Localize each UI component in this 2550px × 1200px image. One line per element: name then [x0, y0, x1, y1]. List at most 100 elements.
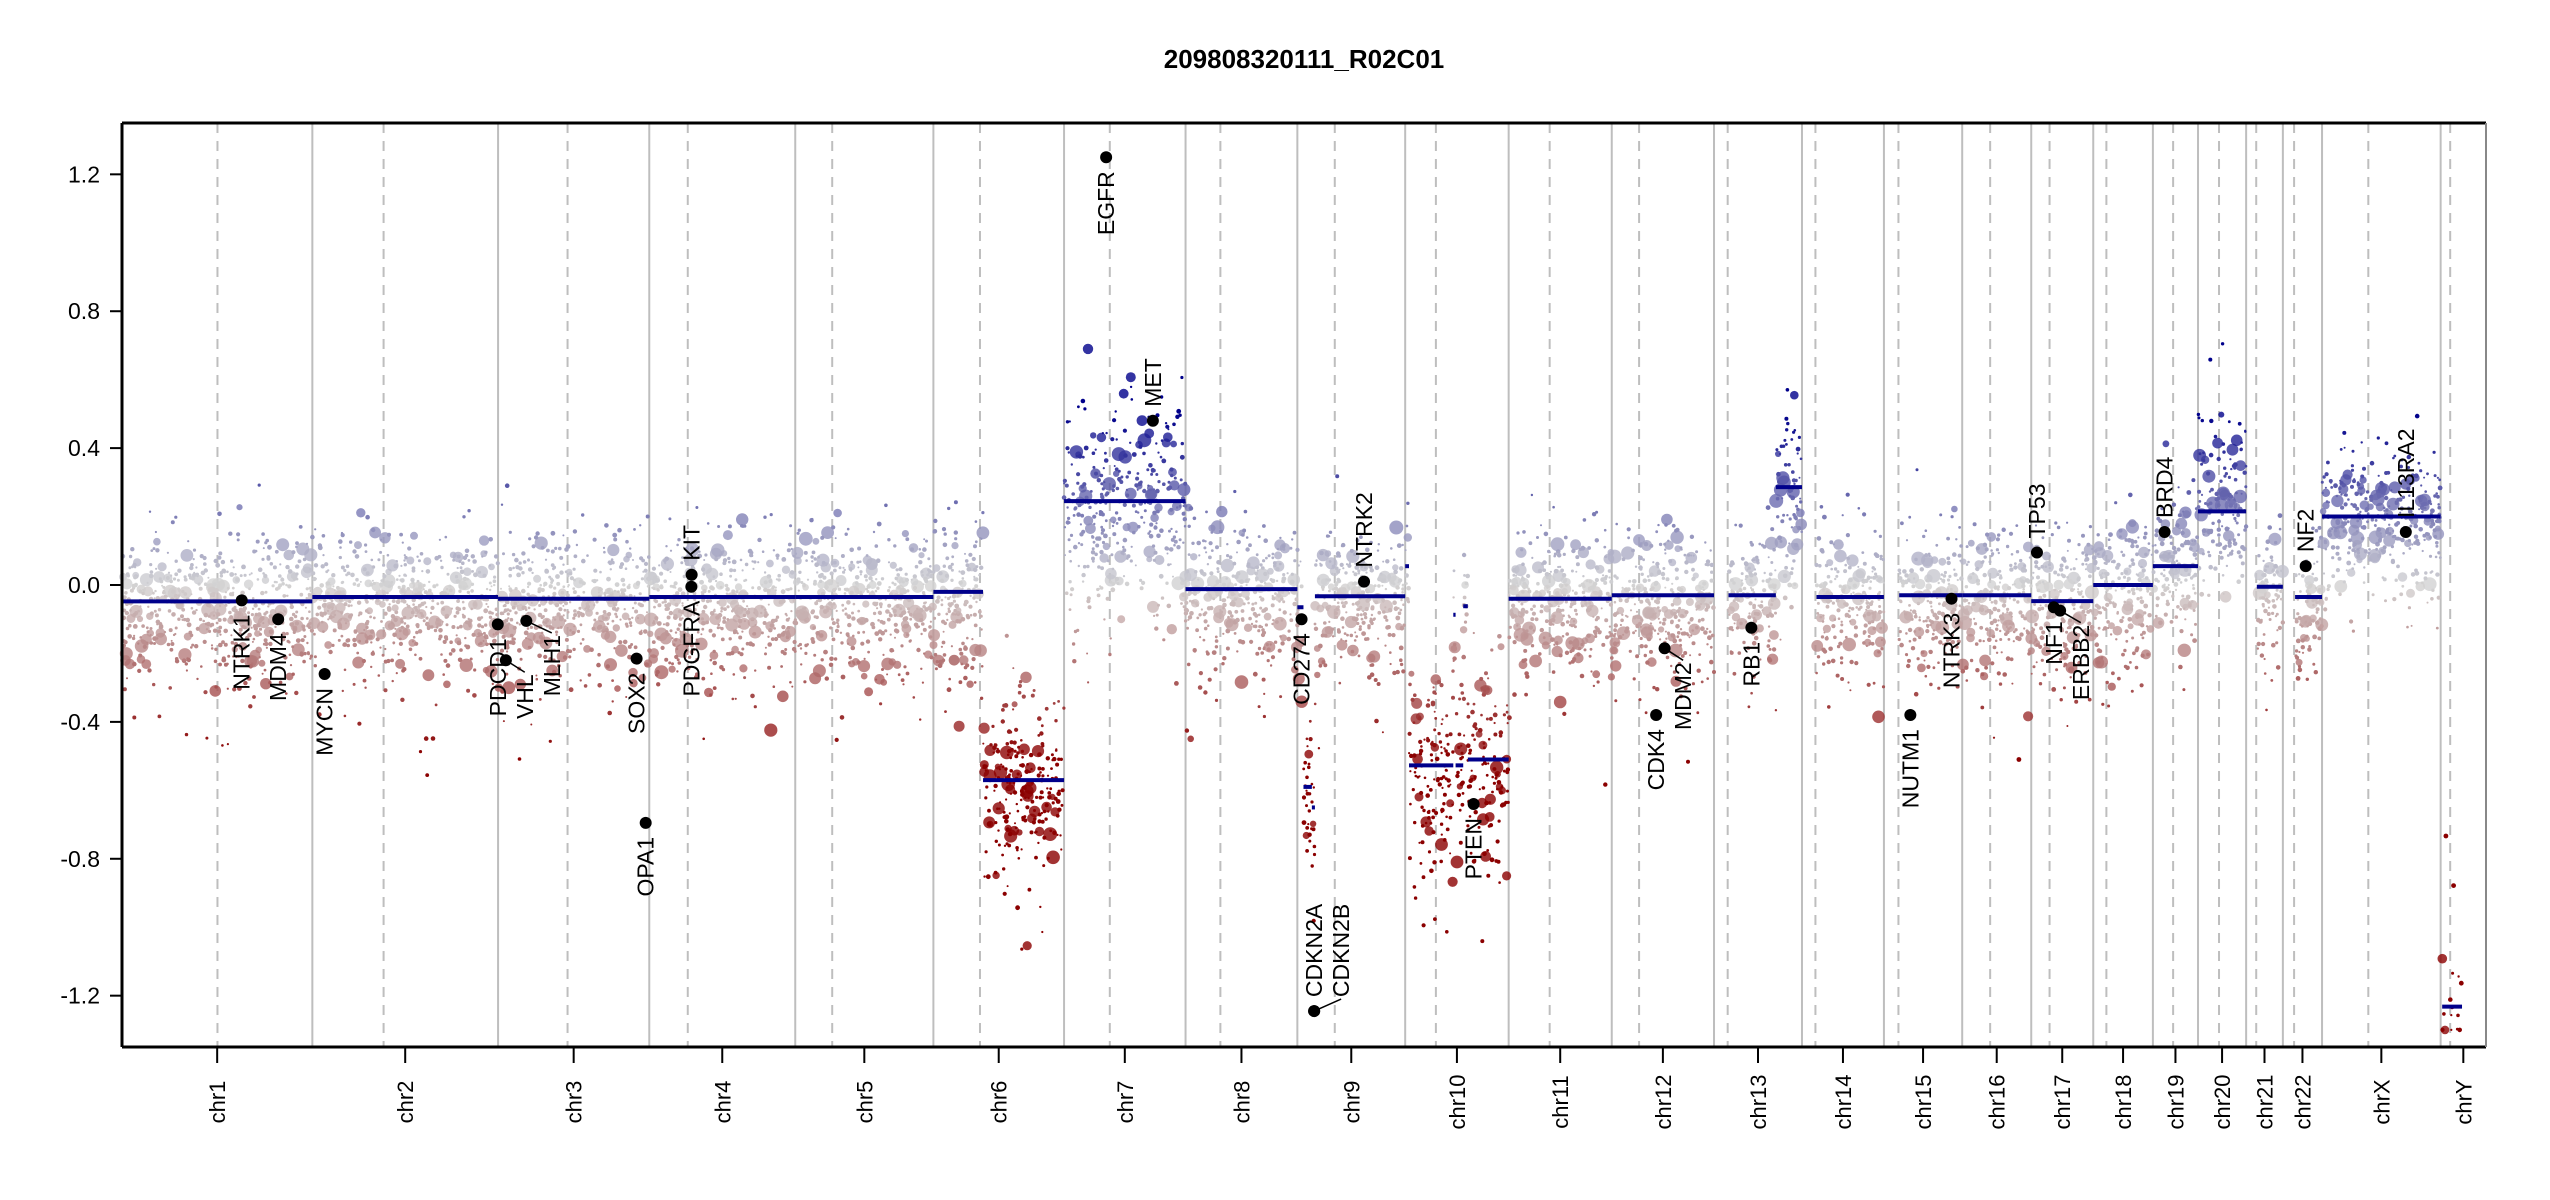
probe-point	[1292, 601, 1297, 607]
probe-point	[1646, 575, 1650, 578]
probe-point	[789, 587, 793, 591]
probe-point	[841, 609, 845, 612]
probe-point	[1222, 656, 1227, 661]
probe-point	[528, 537, 532, 541]
probe-point	[1684, 560, 1689, 565]
probe-point	[1738, 523, 1743, 528]
probe-point	[302, 563, 313, 574]
probe-point	[1432, 860, 1437, 865]
probe-point	[309, 657, 312, 660]
probe-point	[1130, 398, 1134, 401]
probe-point	[1162, 638, 1166, 642]
probe-point	[508, 573, 512, 578]
probe-point	[1046, 850, 1060, 865]
probe-point	[1614, 632, 1617, 636]
probe-point	[713, 608, 716, 611]
probe-point	[1369, 672, 1375, 677]
probe-point	[1100, 525, 1104, 529]
probe-point	[223, 642, 228, 647]
probe-point	[1658, 626, 1665, 633]
probe-point	[1740, 572, 1744, 576]
probe-point	[639, 556, 644, 561]
probe-point	[566, 574, 570, 578]
probe-point	[681, 602, 684, 605]
probe-point	[341, 590, 345, 594]
probe-point	[687, 655, 692, 659]
probe-point	[398, 629, 402, 633]
probe-point	[525, 637, 528, 640]
probe-point	[384, 582, 387, 585]
probe-point	[1301, 820, 1307, 825]
probe-point	[669, 571, 672, 573]
probe-point	[1407, 856, 1412, 861]
probe-point	[459, 648, 463, 652]
probe-point	[272, 565, 277, 570]
probe-point	[539, 583, 542, 587]
probe-point	[1411, 788, 1415, 792]
probe-point	[309, 589, 313, 593]
probe-point	[1090, 468, 1101, 479]
probe-point	[213, 582, 217, 587]
probe-point	[1112, 418, 1117, 423]
probe-point	[526, 632, 536, 641]
probe-point	[1071, 492, 1075, 496]
probe-point	[364, 579, 373, 588]
probe-point	[607, 599, 615, 608]
probe-point	[846, 527, 850, 531]
probe-point	[793, 620, 799, 626]
probe-point	[973, 575, 976, 579]
probe-point	[1022, 941, 1032, 951]
probe-point	[343, 568, 347, 573]
probe-point	[459, 624, 463, 629]
probe-point	[789, 524, 793, 528]
probe-point	[979, 614, 983, 618]
probe-point	[834, 537, 837, 540]
probe-point	[243, 579, 254, 589]
probe-point	[1034, 826, 1045, 837]
probe-point	[382, 590, 385, 593]
probe-point	[1570, 539, 1581, 551]
probe-point	[1774, 709, 1778, 712]
probe-point	[1343, 632, 1347, 635]
probe-point	[648, 581, 653, 586]
probe-point	[1207, 677, 1212, 682]
probe-point	[787, 542, 792, 547]
probe-point	[1536, 536, 1539, 539]
probe-point	[1233, 529, 1237, 533]
probe-point	[304, 606, 307, 609]
probe-point	[459, 658, 473, 672]
probe-point	[703, 604, 708, 610]
probe-point	[1305, 826, 1310, 830]
probe-point	[295, 638, 301, 643]
probe-point	[1734, 523, 1738, 527]
probe-point	[831, 617, 834, 621]
probe-point	[1678, 638, 1682, 642]
probe-point	[548, 584, 553, 589]
probe-point	[948, 677, 951, 681]
probe-point	[1050, 767, 1053, 770]
probe-point	[1377, 543, 1381, 546]
probe-point	[166, 642, 171, 647]
probe-point	[1462, 595, 1467, 600]
probe-point	[1095, 543, 1100, 548]
probe-point	[203, 568, 208, 573]
probe-point	[1513, 628, 1528, 642]
probe-point	[1037, 734, 1041, 737]
probe-point	[725, 587, 730, 592]
probe-point	[1101, 432, 1104, 435]
probe-point	[1681, 614, 1685, 618]
probe-point	[1041, 801, 1052, 813]
probe-point	[647, 555, 651, 559]
probe-point	[1216, 570, 1220, 574]
probe-point	[1421, 875, 1426, 880]
probe-point	[1295, 695, 1308, 708]
probe-point	[516, 572, 521, 578]
probe-point	[356, 622, 368, 635]
probe-point	[675, 647, 679, 651]
probe-point	[552, 565, 557, 570]
probe-point	[857, 660, 871, 673]
probe-point	[154, 632, 167, 646]
probe-point	[994, 839, 998, 843]
probe-point	[706, 522, 710, 525]
probe-point	[147, 668, 152, 673]
